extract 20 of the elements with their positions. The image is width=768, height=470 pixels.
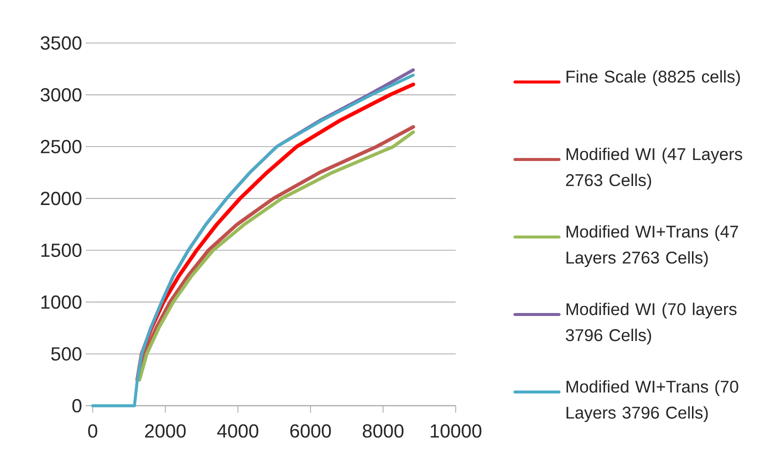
x-tick-label: 4000	[217, 424, 258, 438]
y-tick-label: 2500	[40, 140, 82, 154]
y-tick-label: 1000	[41, 295, 82, 309]
x-tick-label: 10000	[430, 424, 482, 438]
legend-label: Fine Scale (8825 cells)	[566, 70, 740, 86]
x-tick-label: 8000	[362, 424, 404, 438]
y-tick-label: 0	[72, 398, 82, 412]
legend-label: Modified WI+Trans (70 Layers 3796 Cells)	[566, 380, 738, 422]
x-tick-label: 6000	[290, 424, 331, 438]
line-series	[91, 74, 415, 408]
legend-label: Modified WI+Trans (47 Layers 2763 Cells)	[566, 225, 738, 268]
legend-label: Modified WI (47 Layers 2763 Cells)	[566, 148, 742, 190]
y-tick-label: 2000	[40, 192, 82, 206]
x-tick-label: 0	[88, 424, 98, 438]
y-tick-label: 3500	[40, 36, 82, 50]
y-tick-label: 3000	[40, 88, 82, 102]
x-tick-label: 2000	[145, 424, 186, 438]
legend-label: Modified WI (70 layers 3796 Cells)	[566, 302, 736, 345]
y-tick-label: 500	[51, 347, 82, 361]
y-tick-label: 1500	[41, 244, 82, 257]
